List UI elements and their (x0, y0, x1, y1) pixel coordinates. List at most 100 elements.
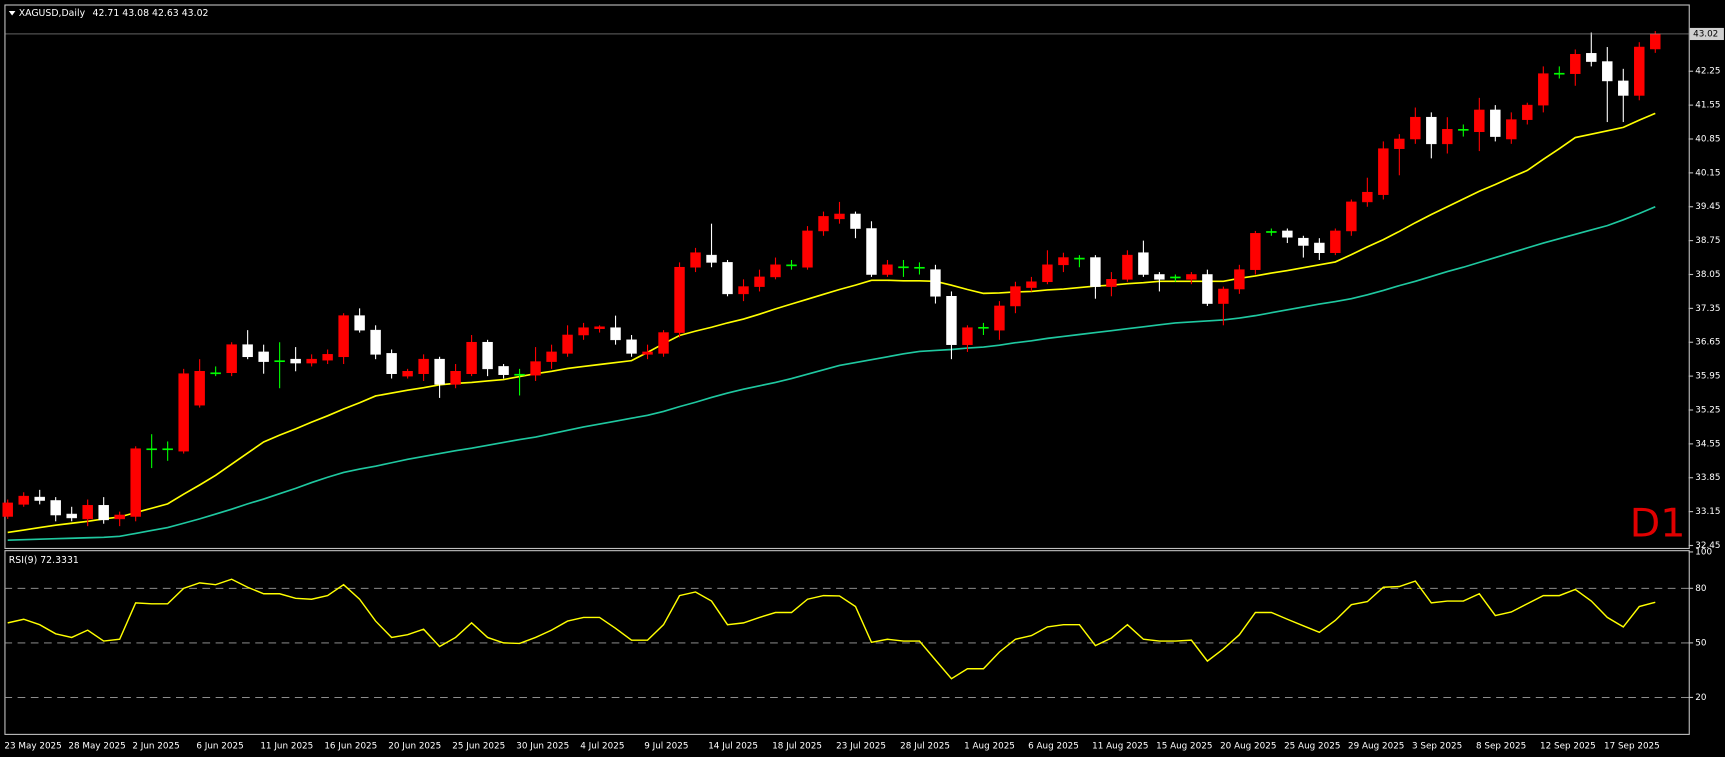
candle-body (1090, 257, 1101, 287)
candle-body (1426, 116, 1437, 145)
price-panel-frame (4, 4, 1690, 550)
candle-body (1122, 254, 1133, 280)
candle-body (354, 315, 365, 331)
current-price-label: 43.02 (1693, 29, 1718, 39)
candle-body (1362, 191, 1373, 203)
rsi-name: RSI(9) (9, 555, 37, 566)
candle-body (1074, 257, 1085, 260)
candle-body (674, 266, 685, 333)
x-tick-label: 28 Jul 2025 (900, 741, 950, 751)
candle-body (306, 358, 317, 364)
y-tick-label: 37.35 (1695, 304, 1720, 314)
candle-body (818, 216, 829, 232)
candle-body (1218, 288, 1229, 304)
candle-body (578, 327, 589, 336)
x-tick-label: 23 Jul 2025 (836, 741, 886, 751)
y-tick-label: 35.95 (1695, 372, 1720, 382)
candle-body (786, 264, 797, 267)
candle-body (1506, 119, 1517, 140)
candle-body (610, 327, 621, 341)
candle-body (1010, 286, 1021, 307)
last-high: 43.08 (122, 8, 149, 19)
candle-body (1538, 73, 1549, 106)
x-tick-label: 6 Aug 2025 (1028, 741, 1079, 751)
x-tick-label: 29 Aug 2025 (1348, 741, 1404, 751)
candle-body (1042, 264, 1053, 283)
candle-body (1394, 138, 1405, 149)
x-tick-label: 4 Jul 2025 (580, 741, 624, 751)
x-tick-label: 8 Sep 2025 (1476, 741, 1526, 751)
candle-body (626, 339, 637, 354)
candle-body (1138, 252, 1149, 275)
x-tick-label: 15 Aug 2025 (1156, 741, 1212, 751)
candle-body (1554, 72, 1565, 75)
y-tick-label: 40.15 (1695, 168, 1720, 178)
menu-arrow[interactable] (8, 11, 16, 16)
candle-body (1314, 242, 1325, 253)
candle-body (594, 326, 605, 329)
candle-body (1058, 257, 1069, 266)
y-tick-label: 38.75 (1695, 236, 1720, 246)
candle-body (178, 373, 189, 452)
candle-body (1106, 279, 1117, 287)
candle-body (514, 373, 525, 376)
rsi-line (7, 578, 1656, 680)
candle-body (290, 358, 301, 364)
y-tick-label: 35.25 (1695, 405, 1720, 415)
x-tick-label: 1 Aug 2025 (964, 741, 1015, 751)
candle-body (50, 500, 61, 516)
candle-body (1330, 230, 1341, 253)
candle-body (1026, 281, 1037, 288)
y-tick-label: 100 (1695, 547, 1712, 557)
candle-body (754, 276, 765, 287)
candle-body (418, 358, 429, 374)
x-tick-label: 16 Jun 2025 (324, 741, 377, 751)
candle-body (1266, 231, 1277, 233)
candle-body (1618, 80, 1629, 96)
candle-body (866, 228, 877, 275)
x-tick-label: 11 Jun 2025 (260, 741, 313, 751)
moving-average (7, 112, 1656, 534)
candle-body (1378, 148, 1389, 195)
timeframe-annotation: D1 (1630, 500, 1686, 546)
candle-body (114, 514, 125, 520)
chart-header: XAGUSD,Daily 42.71 43.08 42.63 43.02 (19, 8, 209, 19)
candle-body (722, 262, 733, 295)
y-tick-label: 33.85 (1695, 473, 1720, 483)
rsi-value: 72.3331 (40, 555, 79, 566)
candle-body (434, 358, 445, 385)
candle-body (978, 326, 989, 329)
candle-body (882, 264, 893, 275)
candle-body (1346, 201, 1357, 232)
candle-body (338, 315, 349, 358)
candle-body (850, 213, 861, 229)
candle-body (322, 354, 333, 361)
candle-body (82, 505, 93, 520)
candle-body (658, 332, 669, 354)
candle-body (98, 505, 109, 521)
candle-body (898, 266, 909, 269)
candle-body (274, 360, 285, 363)
y-tick-label: 32.45 (1695, 541, 1720, 551)
x-tick-label: 25 Aug 2025 (1284, 741, 1340, 751)
x-tick-label: 12 Sep 2025 (1540, 741, 1596, 751)
candle-body (770, 264, 781, 278)
x-tick-label: 14 Jul 2025 (708, 741, 758, 751)
candle-body (946, 295, 957, 345)
candle-body (1522, 104, 1533, 120)
candle-body (130, 448, 141, 517)
candle-body (1298, 237, 1309, 246)
candle-body (242, 344, 253, 358)
x-tick-label: 9 Jul 2025 (644, 741, 688, 751)
y-tick-label: 80 (1695, 584, 1707, 594)
x-tick-label: 6 Jun 2025 (196, 741, 243, 751)
y-tick-label: 20 (1695, 693, 1707, 703)
candle-body (1154, 274, 1165, 280)
y-tick-label: 34.55 (1695, 439, 1720, 449)
candle-body (370, 329, 381, 355)
last-open: 42.71 (93, 8, 120, 19)
candle-body (706, 254, 717, 263)
x-tick-label: 17 Sep 2025 (1604, 741, 1660, 751)
x-tick-label: 18 Jul 2025 (772, 741, 822, 751)
